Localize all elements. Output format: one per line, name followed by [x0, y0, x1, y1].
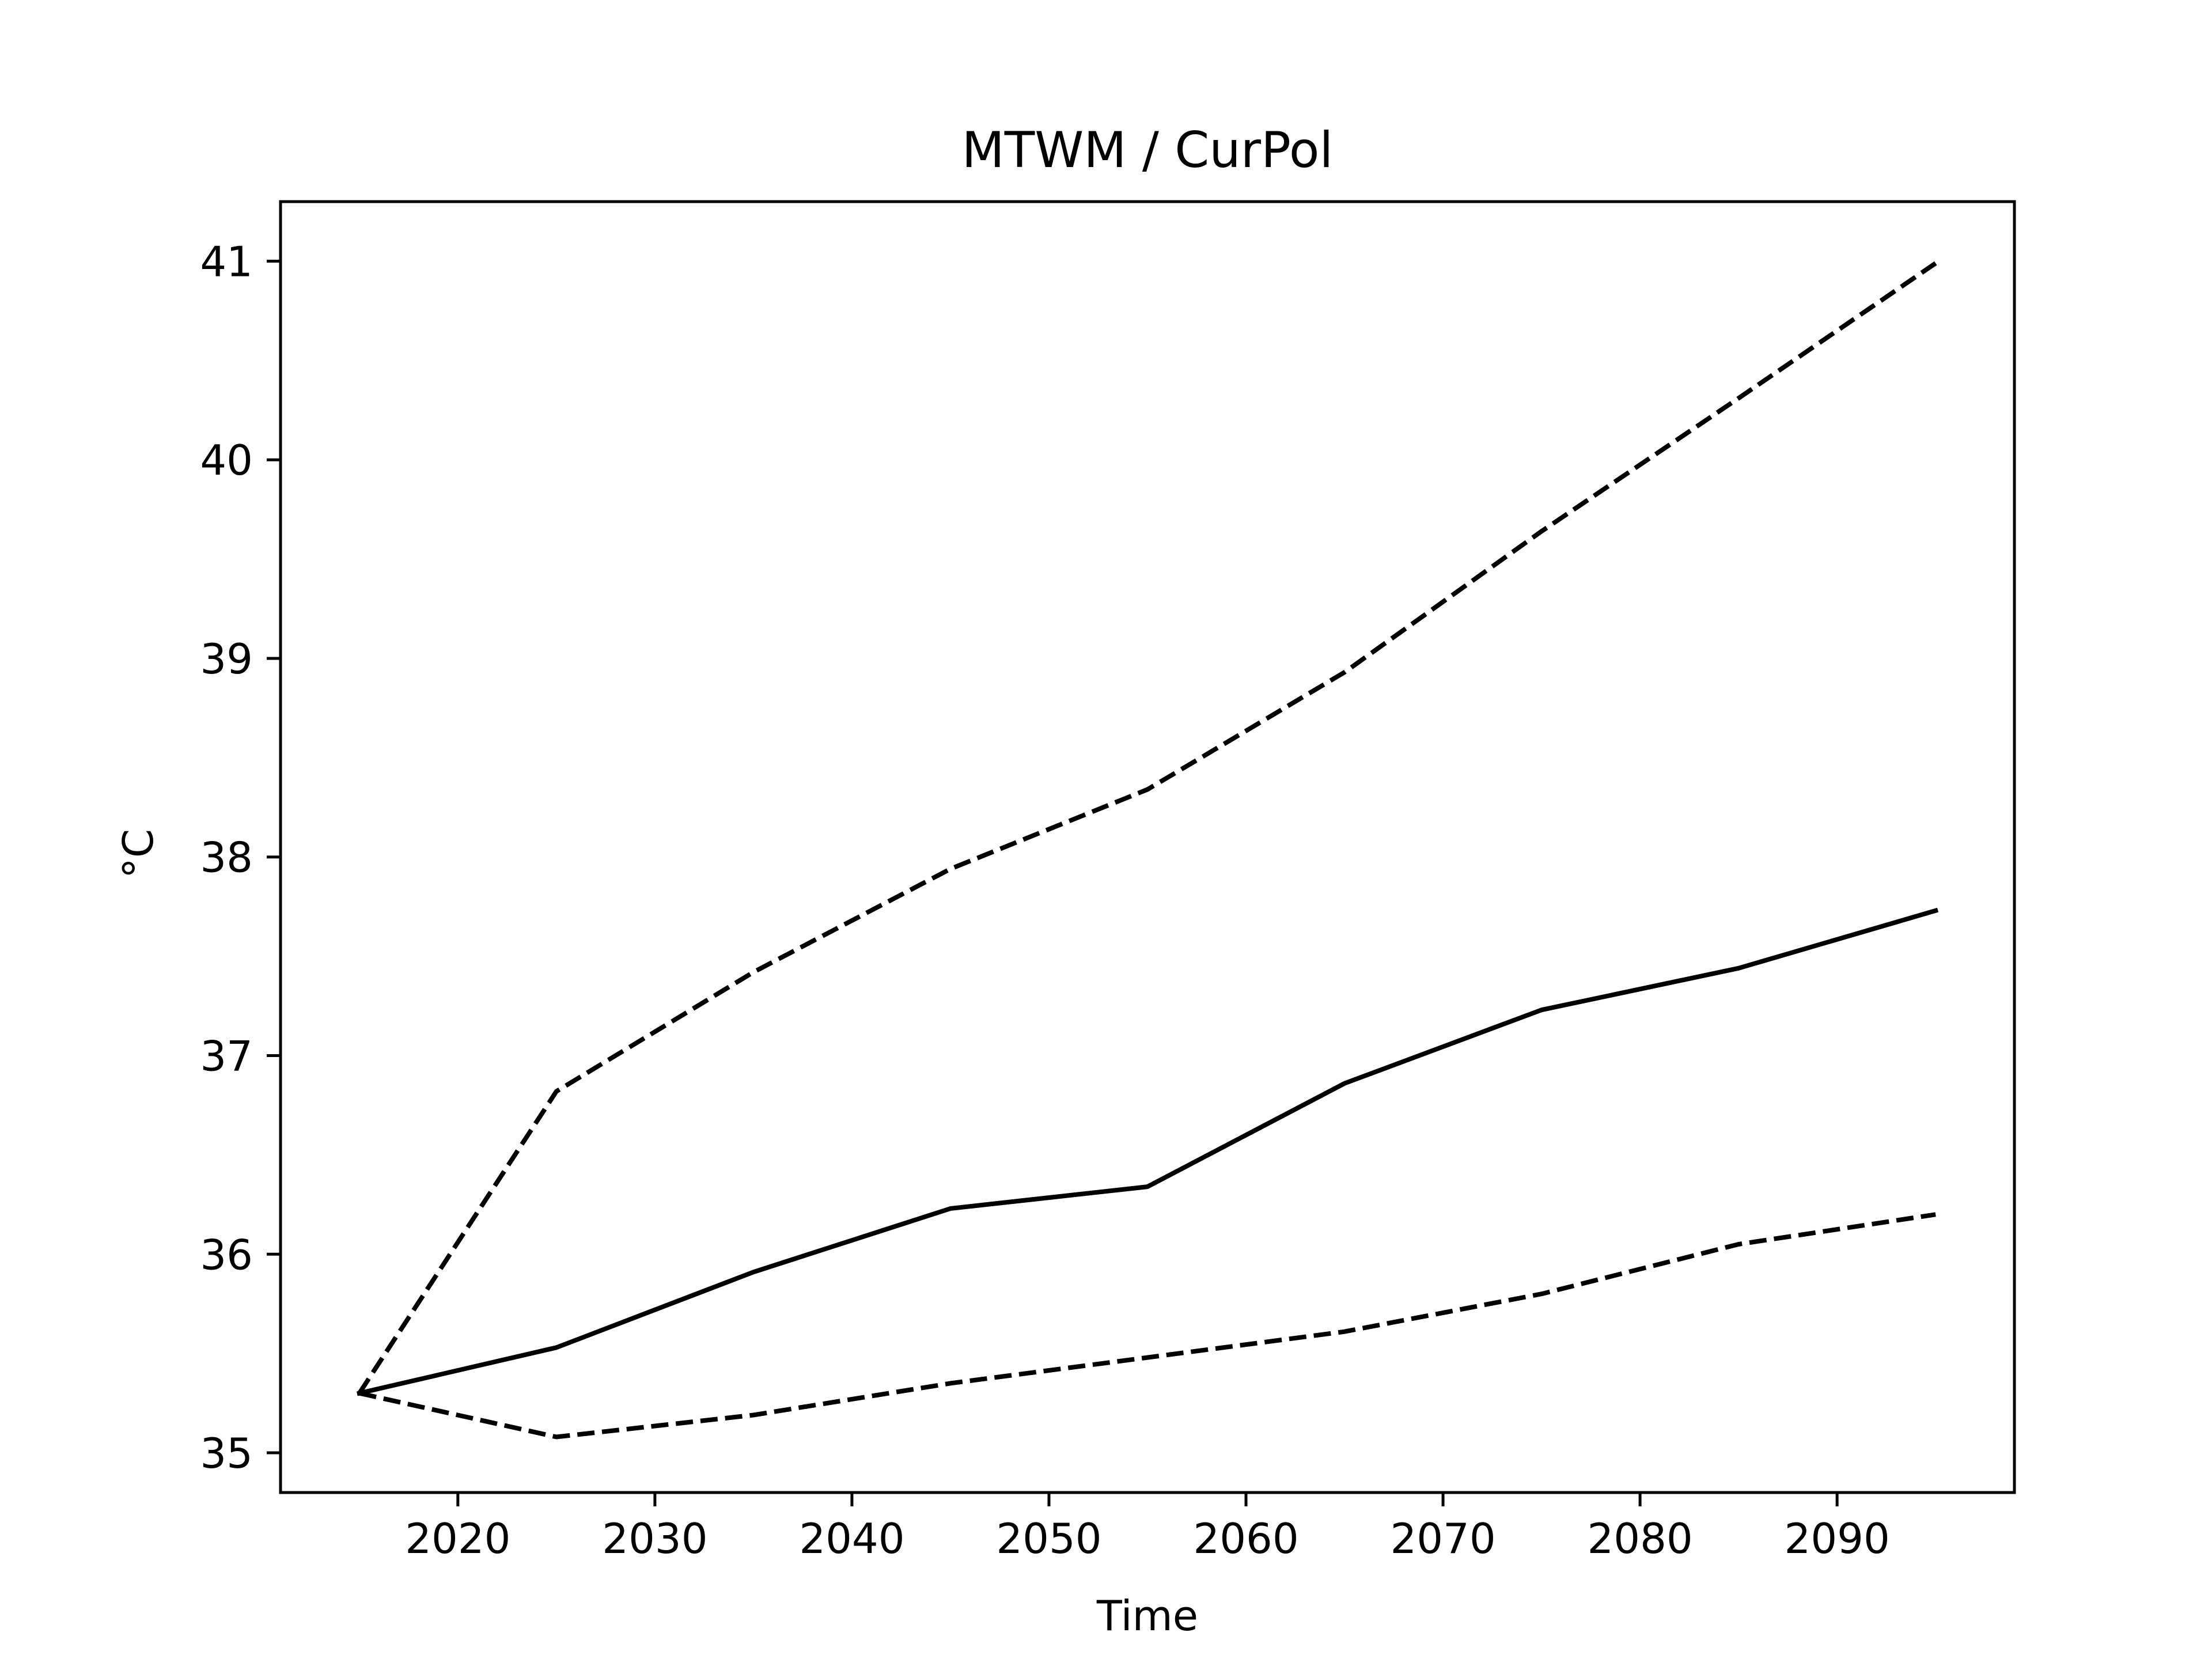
y-tick-label: 39 — [200, 635, 253, 683]
chart-title: MTWM / CurPol — [962, 122, 1334, 179]
x-tick-label: 2040 — [799, 1514, 904, 1563]
axes-layer: 2020 2030 2040 2050 2060 2070 2080 2090 35 36 37 38… — [200, 237, 1889, 1563]
x-axis-label: Time — [1096, 1592, 1198, 1640]
y-tick-label: 35 — [200, 1429, 253, 1478]
x-tick-label: 2050 — [996, 1514, 1101, 1563]
x-tick-label: 2030 — [602, 1514, 707, 1563]
x-tick-label: 2080 — [1587, 1514, 1692, 1563]
y-tick-label: 38 — [200, 834, 253, 882]
x-tick-label: 2070 — [1390, 1514, 1495, 1563]
x-tick-label: 2060 — [1193, 1514, 1298, 1563]
y-tick-label: 40 — [200, 436, 253, 484]
y-tick-label: 37 — [200, 1032, 253, 1081]
upper-bound-series-line — [357, 261, 1937, 1395]
series-layer — [357, 261, 1939, 1440]
median-series-line — [357, 907, 1939, 1396]
lower-bound-series-line — [358, 1212, 1936, 1440]
y-tick-label: 36 — [200, 1230, 253, 1279]
y-tick-label: 41 — [200, 237, 253, 286]
y-axis-label: °C — [114, 829, 162, 878]
x-tick-label: 2020 — [405, 1514, 510, 1563]
plot-frame — [279, 200, 2016, 1494]
x-tick-label: 2090 — [1785, 1514, 1890, 1563]
